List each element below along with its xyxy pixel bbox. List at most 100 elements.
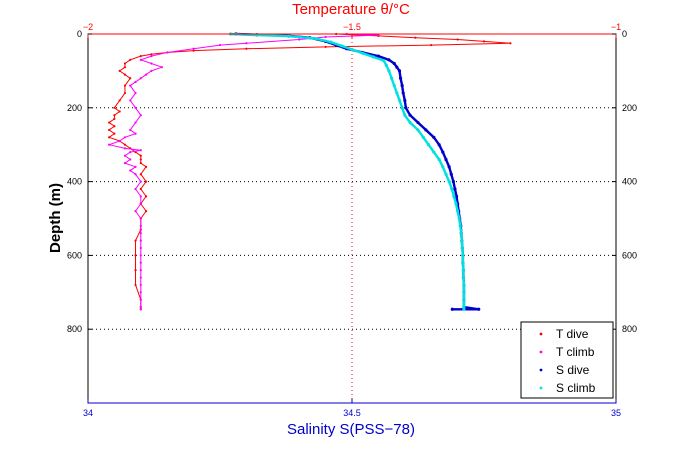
legend-entry-s-dive: S dive [539,363,590,377]
point-s-climb-6 [350,47,354,52]
point-t-climb-29 [129,150,132,154]
y-tick-label-right-0: 0 [622,29,627,39]
point-t-dive-28 [108,128,111,132]
point-s-climb-11 [387,69,391,73]
point-t-climb-30 [123,154,127,157]
point-t-climb-1 [377,34,380,37]
point-t-climb-48 [139,269,142,272]
point-t-climb-33 [134,165,137,168]
point-t-climb-15 [134,80,137,84]
point-s-climb-42 [462,298,466,302]
point-t-climb-7 [166,51,169,54]
point-t-dive-50 [134,283,137,287]
legend-label-t-climb: T climb [556,345,595,359]
point-t-dive-27 [113,125,116,128]
point-s-dive-11 [395,65,399,69]
series-s-dive [234,32,481,311]
point-t-climb-25 [118,139,121,143]
tick-layer: 0 0 200 200 400 400 600 600 800 800 −2 −1.5 −1 34 34.5… [67,22,637,418]
point-s-climb-3 [313,36,317,41]
legend-box [520,321,614,399]
point-s-climb-39 [461,275,466,280]
legend-marker-t-dive [539,332,543,336]
point-s-climb-12 [390,76,394,80]
point-t-climb-54 [139,308,142,311]
point-t-dive-18 [129,77,132,80]
y-tick-label-left-1: 200 [67,103,82,113]
point-t-climb-5 [218,43,222,47]
point-t-dive-17 [123,73,127,76]
point-s-dive-21 [432,135,436,139]
point-t-dive-40 [144,180,148,183]
point-t-dive-19 [123,84,127,87]
point-s-climb-8 [371,55,375,59]
point-t-climb-27 [123,147,127,150]
series-line-s-dive [235,32,480,311]
point-s-dive-45 [477,307,481,311]
point-t-dive-48 [134,254,137,257]
legend-entry-t-climb: T climb [539,345,595,359]
point-t-dive-36 [139,158,142,161]
y-tick-label-right-2: 400 [622,177,637,187]
point-s-dive-18 [408,113,412,117]
point-t-climb-51 [139,291,142,294]
legend-entry-t-dive: T dive [539,327,589,341]
point-t-climb-17 [134,91,137,95]
point-t-dive-6 [430,43,433,47]
point-s-climb-7 [360,51,365,55]
y-tick-label-left-2: 400 [67,177,82,187]
point-t-climb-42 [139,224,142,227]
bottom-tick-label-1: 34.5 [343,408,361,418]
point-s-dive-17 [404,106,408,110]
point-s-climb-34 [460,239,464,243]
point-t-dive-20 [123,91,127,95]
point-s-climb-29 [454,202,458,206]
point-t-dive-21 [118,99,121,102]
point-s-climb-16 [400,106,404,110]
point-s-climb-35 [460,246,464,250]
series-line-t-climb [108,33,379,310]
point-t-dive-30 [108,136,111,139]
point-t-dive-4 [482,40,486,43]
point-t-dive-32 [123,143,127,146]
point-t-dive-35 [139,154,142,157]
point-t-climb-13 [144,73,148,76]
point-t-climb-18 [129,99,132,102]
point-s-climb-17 [403,113,407,117]
point-s-climb-40 [462,283,466,287]
point-t-climb-52 [139,298,142,301]
top-tick-label-0: −2 [83,22,93,32]
point-t-climb-31 [129,158,132,161]
point-s-dive-9 [387,58,391,62]
point-t-dive-11 [150,53,153,56]
point-s-climb-25 [444,172,448,176]
point-t-climb-6 [192,47,195,50]
point-t-dive-16 [118,69,121,72]
point-t-climb-40 [134,210,137,213]
point-t-dive-2 [414,36,417,39]
point-t-climb-12 [150,69,153,72]
point-t-climb-46 [139,254,142,257]
y-tick-label-left-4: 800 [67,324,82,334]
point-t-dive-12 [139,55,142,58]
point-t-climb-4 [245,42,248,45]
legend: T dive T climb S dive S climb [520,321,614,399]
point-t-dive-9 [192,49,195,52]
point-s-dive-23 [441,150,445,154]
point-s-climb-28 [452,194,456,198]
point-t-climb-26 [108,143,111,146]
point-s-climb-43 [462,305,466,309]
point-t-climb-19 [134,106,137,109]
point-t-climb-23 [134,132,137,135]
point-t-dive-47 [134,239,137,242]
point-s-climb-10 [384,63,388,67]
point-s-dive-19 [416,120,420,125]
point-s-climb-2 [287,34,291,38]
legend-marker-t-climb [539,350,543,354]
point-s-dive-28 [453,187,457,191]
point-t-climb-43 [139,232,142,235]
top-axis-title: Temperature θ/°C [292,1,410,18]
point-t-climb-28 [139,149,142,152]
series-line-s-climb [230,32,466,310]
y-tick-label-left-0: 0 [77,29,82,39]
